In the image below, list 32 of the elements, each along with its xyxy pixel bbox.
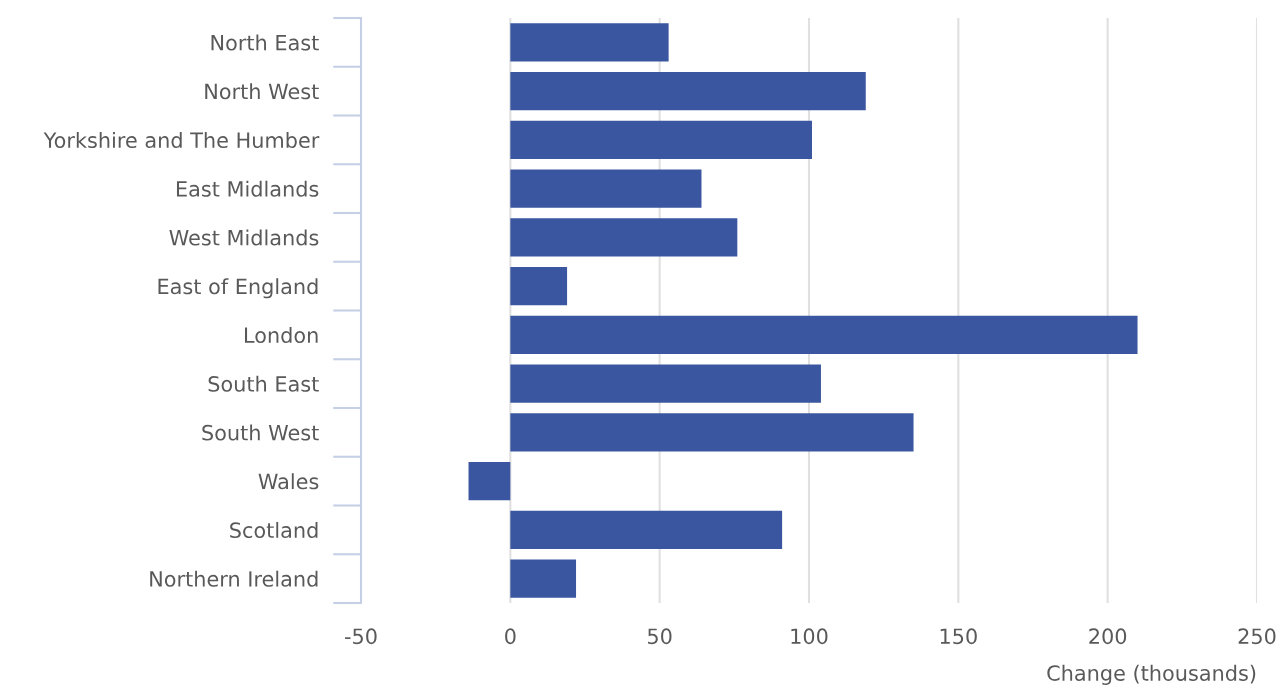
x-tick-label: 100	[791, 628, 828, 645]
bar	[510, 510, 783, 549]
bar	[510, 364, 821, 403]
bar	[510, 315, 1138, 354]
bar	[510, 23, 669, 62]
bar	[510, 218, 738, 257]
y-tick-label: North East	[211, 34, 319, 51]
bar	[510, 72, 866, 111]
bar	[510, 169, 702, 208]
y-tick-label: South West	[202, 424, 319, 441]
bar	[510, 267, 568, 306]
y-tick-label: Yorkshire and The Humber	[43, 131, 320, 149]
y-tick-label: London	[245, 326, 318, 344]
bar	[510, 559, 577, 598]
y-tick-label: Scotland	[230, 521, 318, 539]
y-tick-label: North West	[205, 83, 319, 100]
y-tick-label: Northern Ireland	[150, 570, 318, 587]
x-tick-label: -50	[345, 628, 377, 645]
bar	[510, 413, 914, 452]
y-tick-label: Wales	[258, 473, 319, 490]
y-tick-label: East of England	[158, 278, 318, 299]
y-tick-label: South East	[208, 375, 319, 392]
x-tick-label: 0	[505, 628, 516, 645]
y-tick-label: East Midlands	[176, 180, 319, 197]
x-axis-title: Change (thousands)	[1047, 664, 1256, 685]
x-tick-label: 250	[1238, 628, 1276, 645]
x-tick-label: 50	[648, 628, 672, 645]
y-tick-label: West Midlands	[169, 229, 319, 246]
bar	[510, 120, 812, 159]
x-tick-label: 150	[940, 628, 977, 645]
x-tick-label: 200	[1089, 628, 1127, 645]
bar	[468, 462, 511, 501]
